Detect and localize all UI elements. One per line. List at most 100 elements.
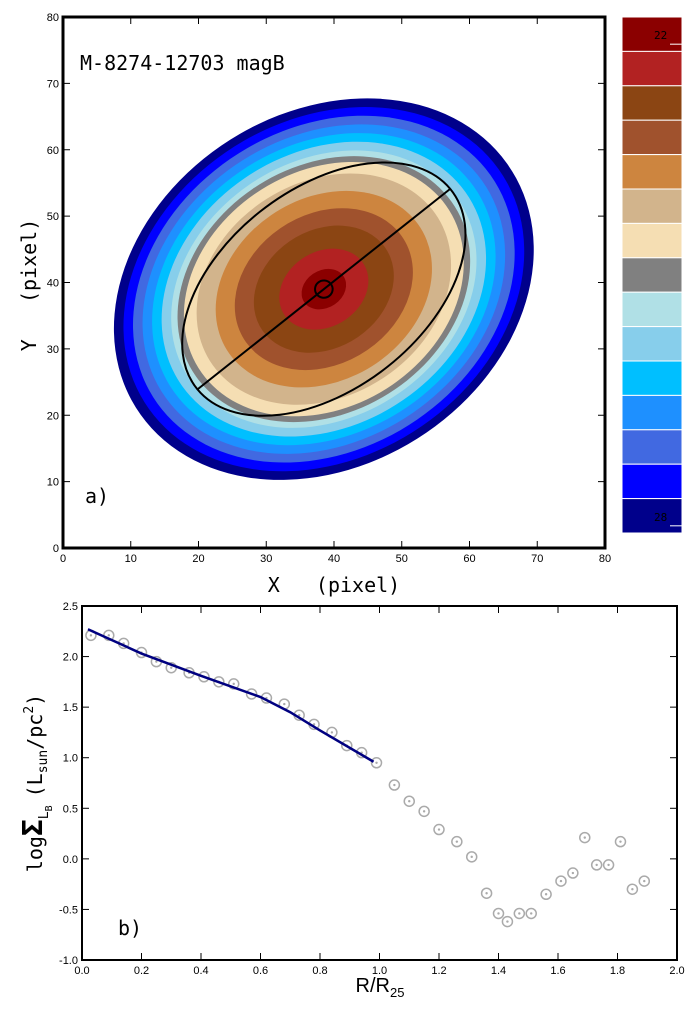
profile-fit [87, 628, 375, 763]
label-part: B [44, 805, 55, 811]
profile-point [198, 671, 210, 683]
x-tick-label: 0.4 [193, 965, 208, 977]
y-tick-label: 80 [47, 12, 59, 24]
colorbar-cell [621, 16, 683, 52]
profile-point-dot [643, 879, 646, 883]
y-axis-label: Y (pixel) [17, 219, 41, 351]
x-tick-label: 0.0 [74, 965, 89, 977]
colorbar-cell [621, 222, 683, 259]
y-tick-label: 1.5 [63, 702, 78, 714]
plot-frame [81, 605, 678, 961]
colorbar-cell [621, 360, 683, 396]
profile-point-dot [107, 634, 110, 637]
colorbar-cell [621, 119, 683, 156]
colorbar-cell [621, 326, 683, 362]
x-tick-label: 0.8 [312, 965, 327, 977]
profile-point [602, 859, 615, 871]
profile-point [555, 875, 567, 887]
profile-point [388, 779, 401, 791]
profile-point-dot [408, 800, 411, 803]
x-tick-label: 80 [599, 553, 611, 565]
colorbar-cell [621, 498, 683, 534]
profile-point [341, 739, 353, 752]
profile-point-dot [89, 634, 93, 637]
x-axis-label: X (pixel) [268, 573, 400, 597]
colorbar-label: 22 [654, 29, 667, 42]
x-tick-label: 20 [192, 553, 204, 565]
profile-point-dot [530, 912, 533, 915]
y-tick-label: 0 [53, 543, 59, 555]
profile-point-dot [595, 863, 598, 867]
profile-point [614, 835, 627, 848]
profile-point [501, 915, 514, 928]
profile-point-dot [631, 888, 634, 891]
profile-point-dot [455, 840, 459, 843]
panel-label: a) [85, 484, 109, 508]
x-tick-label: 0 [60, 553, 66, 565]
label-part: R/R [356, 975, 390, 997]
x-tick-label: 0.6 [253, 965, 268, 977]
profile-point-dot [170, 666, 173, 669]
profile-point-dot [559, 879, 563, 883]
profile-point-dot [619, 840, 622, 843]
x-tick-label: 2.0 [669, 965, 684, 977]
profile-point-dot [518, 912, 521, 915]
y-tick-label: 2.5 [63, 601, 78, 613]
y-axis-label: logΣLB (Lsun/pc2) [16, 694, 55, 872]
label-part: /pc [23, 714, 47, 750]
colorbar-cell [621, 154, 683, 190]
y-tick-label: -0.5 [59, 904, 78, 916]
profile-point [590, 859, 603, 871]
x-tick-label: 70 [531, 553, 543, 565]
profile-point-dot [422, 810, 426, 813]
label-part: ) [23, 694, 47, 706]
profile-point [513, 907, 526, 920]
x-tick-label: 1.4 [491, 965, 506, 977]
profile-point [480, 887, 493, 899]
x-tick-label: 50 [396, 553, 408, 565]
profile-point [213, 676, 225, 688]
profile-point [245, 688, 258, 700]
center-marker [311, 277, 336, 301]
x-tick-label: 1.2 [431, 965, 446, 977]
colorbar-cell [621, 188, 683, 224]
x-tick-label: 30 [260, 553, 272, 565]
profile-point [418, 805, 430, 818]
profile-point-dot [283, 702, 286, 706]
y-tick-label: 2.0 [63, 652, 78, 664]
label-part: 25 [390, 985, 404, 1000]
profile-point-dot [506, 920, 509, 923]
profile-point-dot [232, 682, 235, 686]
colorbar-cell [621, 394, 683, 431]
profile-point-dot [437, 828, 441, 831]
label-part: sun [36, 750, 51, 773]
label-part: L [37, 811, 52, 819]
y-tick-label: 40 [47, 278, 59, 290]
x-tick-label: 10 [125, 553, 137, 565]
colorbar-cell [621, 85, 683, 121]
profile-point-dot [485, 892, 488, 895]
x-tick-label: 1.8 [610, 965, 625, 977]
profile-point [525, 907, 537, 920]
colorbar-cell [621, 463, 683, 500]
profile-point-dot [544, 893, 548, 896]
major-axis [197, 189, 450, 390]
profile-point [540, 888, 552, 901]
colorbar-cell [621, 429, 683, 465]
profile-point [465, 851, 478, 863]
y-tick-label: 50 [47, 211, 59, 223]
profile-point [638, 875, 651, 887]
profile-point [370, 757, 383, 769]
y-tick-label: 60 [47, 145, 59, 157]
x-tick-label: 1.6 [550, 965, 565, 977]
x-axis-label: R/R25 [356, 975, 405, 1000]
panel-label: b) [118, 916, 142, 940]
profile-point-dot [155, 660, 158, 663]
profile-point [492, 907, 505, 920]
profile-point [451, 835, 463, 848]
profile-point [579, 831, 591, 844]
y-tick-label: 0.0 [63, 854, 78, 866]
label-part: 2 [22, 706, 37, 714]
label-part: Σ [16, 819, 49, 836]
y-tick-label: 70 [47, 78, 59, 90]
